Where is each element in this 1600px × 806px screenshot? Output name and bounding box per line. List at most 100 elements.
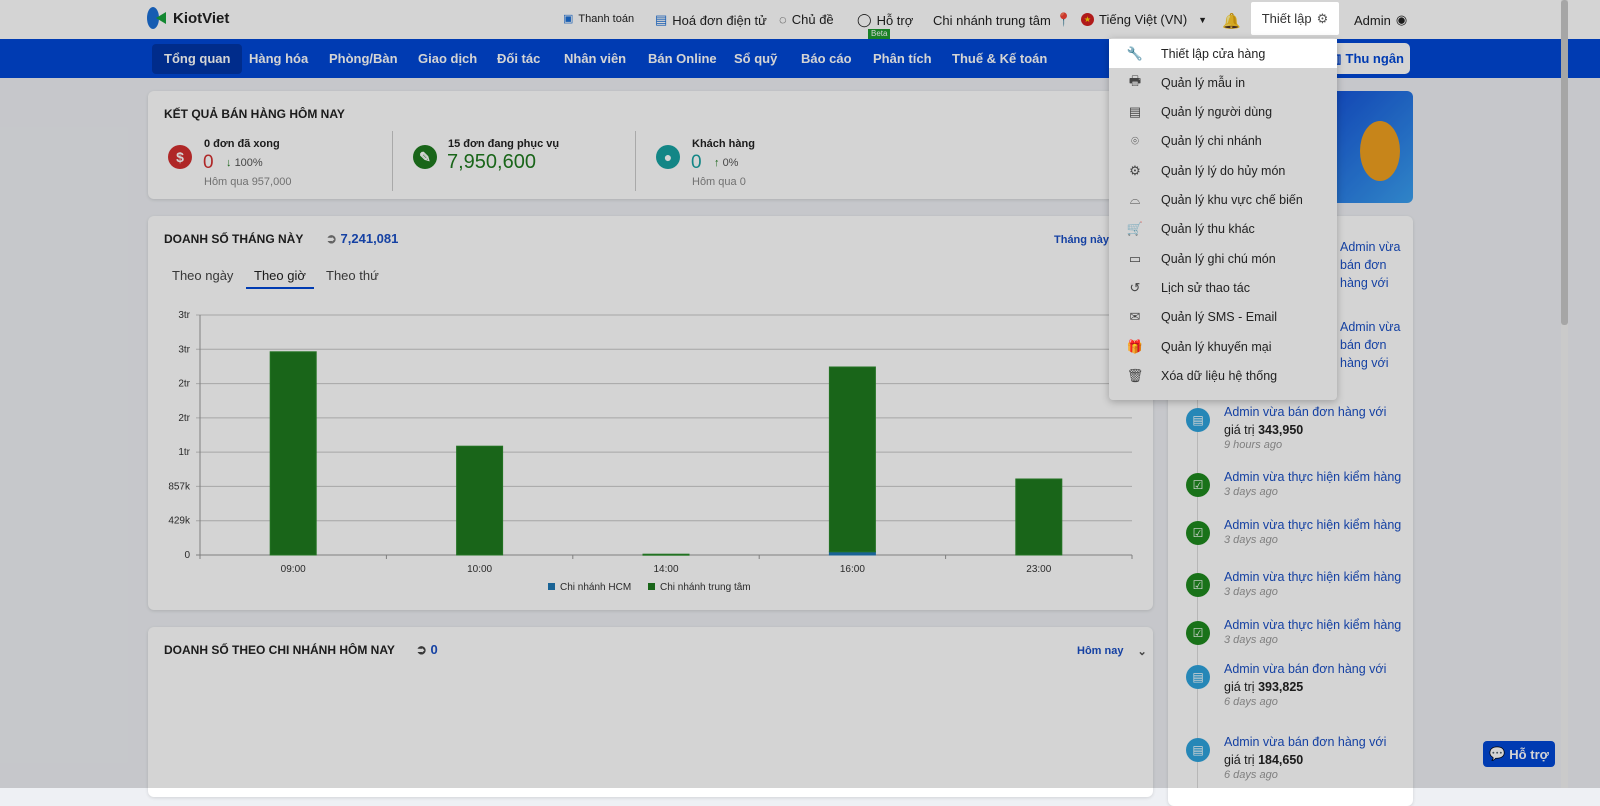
user-file-icon: ▤ xyxy=(1128,104,1142,120)
period-selector[interactable]: Tháng này xyxy=(1054,234,1110,246)
support-link[interactable]: ◯ Hỗ trợ xyxy=(857,12,914,28)
customers-value: 0 xyxy=(691,152,702,173)
language-selector[interactable]: ★ Tiếng Việt (VN) ▼ xyxy=(1081,12,1207,27)
activity-item[interactable]: Admin vừa thực hiện kiểm hàng 3 days ago xyxy=(1224,618,1402,646)
serving-value: 7,950,600 xyxy=(447,151,536,173)
bar-14:00 xyxy=(642,553,690,556)
menu-item[interactable]: 🎁 Quản lý khuyến mại xyxy=(1109,332,1337,361)
activity-item[interactable]: Admin vừa thực hiện kiểm hàng 3 days ago xyxy=(1224,570,1402,598)
setup-dropdown-menu: 🔧 Thiết lập cửa hàng 🖶 Quản lý mẫu in ▤ Quản … xyxy=(1109,38,1337,400)
scrollbar[interactable] xyxy=(1561,0,1568,788)
x-tick-label: 14:00 xyxy=(653,564,678,575)
activity-item[interactable]: Admin vừa bán đơn hàng với giá trị 184,65… xyxy=(1224,735,1387,781)
arrow-up-icon: ↑ xyxy=(714,157,720,169)
theme-link[interactable]: ◌ Chủ đề xyxy=(779,12,834,27)
note-icon: ▭ xyxy=(1128,250,1142,266)
y-tick-label: 3tr xyxy=(178,310,190,321)
period-selector[interactable]: Hôm nay ⌄ xyxy=(1077,645,1147,658)
kiotviet-logo-icon xyxy=(147,7,167,29)
y-tick-label: 429k xyxy=(168,516,191,527)
menu-item[interactable]: ▤ Quản lý người dùng xyxy=(1109,98,1337,127)
menu-item[interactable]: 🗑 Xóa dữ liệu hệ thống xyxy=(1109,361,1337,390)
help-button[interactable]: 💬 Hỗ trợ xyxy=(1483,741,1555,767)
invoice-icon: ▤ xyxy=(655,12,668,27)
menu-item[interactable]: ⚙ Quản lý lý do hủy món xyxy=(1109,156,1337,185)
tab-by-weekday[interactable]: Theo thứ xyxy=(326,268,379,283)
card-title: KẾT QUẢ BÁN HÀNG HÔM NAY xyxy=(164,107,345,121)
serving-label: 15 đơn đang phục vụ xyxy=(448,138,560,150)
activity-item[interactable]: Admin vừa bán đơn hàng với giá trị 343,95… xyxy=(1224,405,1387,451)
modal-backdrop[interactable] xyxy=(0,0,1600,788)
y-tick-label: 2tr xyxy=(178,413,190,424)
nav-staff[interactable]: Nhân viên xyxy=(564,51,627,66)
sales-bar-chart: 0 429k 857k 1tr 2tr 2tr 3tr 3tr 09:00 10:00 14:00 1… xyxy=(168,310,1133,593)
payment-icon: ▣ xyxy=(563,13,574,25)
palette-icon: ◌ xyxy=(779,12,787,27)
location-pin-icon: 📍 xyxy=(1055,12,1072,27)
menu-item[interactable]: 🔧 Thiết lập cửa hàng xyxy=(1109,39,1337,68)
branch-total: 0 xyxy=(430,642,438,657)
menu-item[interactable]: ↺ Lịch sử thao tác xyxy=(1109,273,1337,302)
mail-icon: ✉ xyxy=(1129,309,1141,325)
scrollbar-thumb[interactable] xyxy=(1561,0,1568,325)
tab-by-day[interactable]: Theo ngày xyxy=(172,268,234,283)
nav-overview[interactable]: Tổng quan xyxy=(152,44,243,74)
x-tick-label: 09:00 xyxy=(281,564,306,575)
activity-item[interactable]: Admin vừa thực hiện kiểm hàng 3 days ago xyxy=(1224,470,1402,498)
nav-products[interactable]: Hàng hóa xyxy=(249,51,309,66)
activity-item[interactable]: Admin vừa thực hiện kiểm hàng 3 days ago xyxy=(1224,518,1402,546)
customers-change: 0% xyxy=(722,157,739,169)
user-icon: ● xyxy=(656,145,680,169)
menu-item[interactable]: ▭ Quản lý ghi chú món xyxy=(1109,244,1337,273)
tab-by-hour[interactable]: Theo giờ xyxy=(246,268,314,289)
activity-item[interactable]: Admin vừa bán đơn hàng với xyxy=(1340,240,1401,290)
logo[interactable]: KiotViet xyxy=(147,7,229,29)
invoice-icon: ▤ xyxy=(1186,738,1210,762)
nav-online[interactable]: Bán Online xyxy=(648,51,717,66)
menu-item[interactable]: 🖶 Quản lý mẫu in xyxy=(1109,68,1337,97)
trash-icon: 🗑 xyxy=(1126,367,1144,383)
vietnam-flag-icon: ★ xyxy=(1081,13,1094,26)
chat-icon: ◯ xyxy=(857,12,872,27)
beta-badge: Beta xyxy=(868,29,891,39)
history-icon: ↺ xyxy=(1129,279,1141,295)
checkbox-icon: ☑ xyxy=(1186,521,1210,545)
nav-tax[interactable]: Thuế & Kế toán xyxy=(952,51,1048,66)
x-tick-label: 16:00 xyxy=(840,564,865,575)
menu-item[interactable]: ⌾ Quản lý chi nhánh xyxy=(1109,127,1337,156)
notifications-button[interactable]: 🔔 xyxy=(1222,12,1241,30)
setup-button[interactable]: Thiết lập ⚙ xyxy=(1251,2,1339,35)
activity-item[interactable]: Admin vừa bán đơn hàng với xyxy=(1340,320,1401,370)
divider xyxy=(635,131,636,191)
menu-item[interactable]: 🛒 Quản lý thu khác xyxy=(1109,215,1337,244)
arrow-down-icon: ↓ xyxy=(226,157,232,169)
dollar-icon: $ xyxy=(168,145,192,169)
branch-sales-card: DOANH SỐ THEO CHI NHÁNH HÔM NAY ➲ 0 Hôm … xyxy=(148,627,1153,797)
menu-item[interactable]: ✉ Quản lý SMS - Email xyxy=(1109,303,1337,332)
divider xyxy=(392,131,393,191)
nav-partners[interactable]: Đối tác xyxy=(497,51,541,66)
einvoice-link[interactable]: ▤ Hoá đơn điện tử xyxy=(655,12,767,28)
menu-item[interactable]: ⌓ Quản lý khu vực chế biến xyxy=(1109,186,1337,215)
card-title: DOANH SỐ THÁNG NÀY xyxy=(164,232,304,246)
payment-link[interactable]: ▣ Thanh toán xyxy=(563,12,635,26)
nav-analytics[interactable]: Phân tích xyxy=(873,51,932,66)
nav-reports[interactable]: Báo cáo xyxy=(801,51,852,66)
bell-icon: 🔔 xyxy=(1222,13,1241,30)
invoice-icon: ▤ xyxy=(1186,408,1210,432)
user-menu[interactable]: Admin ◉ xyxy=(1354,12,1408,28)
bar-16:00 xyxy=(828,366,876,553)
checkbox-icon: ☑ xyxy=(1186,621,1210,645)
arrow-circle-icon: ➲ xyxy=(326,231,337,246)
gift-icon: 🎁 xyxy=(1126,338,1144,354)
done-change: 100% xyxy=(234,157,263,169)
branch-selector[interactable]: Chi nhánh trung tâm 📍 xyxy=(933,12,1072,28)
card-title: DOANH SỐ THEO CHI NHÁNH HÔM NAY xyxy=(164,643,395,657)
nav-rooms[interactable]: Phòng/Bàn xyxy=(329,51,398,66)
nav-cashbook[interactable]: Sổ quỹ xyxy=(734,51,778,66)
activity-item[interactable]: Admin vừa bán đơn hàng với giá trị 393,82… xyxy=(1224,662,1387,708)
x-tick-label: 10:00 xyxy=(467,564,492,575)
nav-transactions[interactable]: Giao dịch xyxy=(418,51,478,66)
legend-label: Chi nhánh trung tâm xyxy=(660,582,751,593)
cart-icon: 🛒 xyxy=(1126,221,1144,237)
